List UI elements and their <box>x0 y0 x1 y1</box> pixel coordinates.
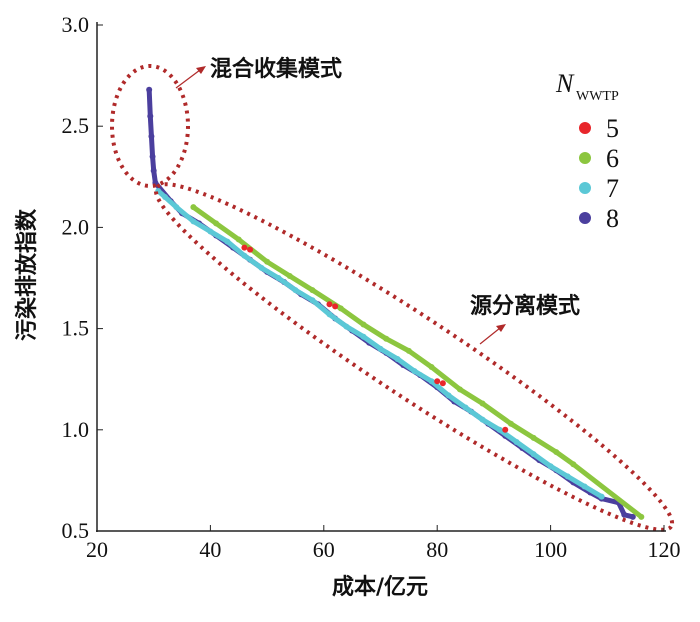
point-series-6 <box>309 287 316 294</box>
point-series-7 <box>326 311 333 318</box>
point-series-7 <box>462 404 469 411</box>
point-series-5 <box>247 246 254 253</box>
point-series-6 <box>383 335 390 342</box>
point-series-6 <box>190 204 197 211</box>
y-tick-label: 1.5 <box>62 316 90 341</box>
point-series-5 <box>434 378 441 385</box>
legend-marker-8 <box>579 212 591 224</box>
y-tick-label: 2.0 <box>62 214 90 239</box>
x-tick-label: 100 <box>534 537 567 562</box>
point-series-6 <box>264 258 271 265</box>
point-series-8 <box>146 86 153 93</box>
point-series-8 <box>147 113 154 120</box>
legend-title: N <box>555 69 575 98</box>
point-series-7 <box>564 473 571 480</box>
point-series-6 <box>638 513 645 520</box>
mixed-collection-ellipse <box>110 64 190 188</box>
point-series-7 <box>258 264 265 271</box>
point-series-7 <box>428 378 435 385</box>
point-series-7 <box>598 493 605 500</box>
point-series-7 <box>224 238 231 245</box>
legend-label-5: 5 <box>606 114 619 143</box>
point-series-7 <box>496 426 503 433</box>
point-series-7 <box>411 368 418 375</box>
point-series-8 <box>148 133 155 140</box>
x-axis-label: 成本/亿元 <box>332 575 428 600</box>
point-series-7 <box>241 252 248 259</box>
point-series-7 <box>360 333 367 340</box>
point-series-7 <box>162 194 169 201</box>
data-points <box>146 86 645 520</box>
point-series-6 <box>235 236 242 243</box>
point-series-7 <box>513 438 520 445</box>
point-series-5 <box>326 301 333 308</box>
point-series-6 <box>213 220 220 227</box>
point-series-5 <box>332 303 339 310</box>
legend-title-sub: WWTP <box>576 89 619 104</box>
arrow-line-1 <box>175 69 201 89</box>
series-7-line <box>155 188 605 500</box>
y-tick-label: 3.0 <box>62 12 90 37</box>
x-tick-label: 40 <box>199 537 221 562</box>
y-tick-label: 2.5 <box>62 113 90 138</box>
point-series-7 <box>309 297 316 304</box>
series-6-line <box>190 204 644 520</box>
annotation-mixed: 混合收集模式 <box>210 56 342 82</box>
point-series-6 <box>553 449 560 456</box>
point-series-8 <box>629 513 636 520</box>
y-axis-label: 污染排放指数 <box>14 208 40 341</box>
point-series-7 <box>173 204 180 211</box>
x-tick-label: 20 <box>86 537 108 562</box>
point-series-7 <box>207 228 214 235</box>
point-series-6 <box>479 400 486 407</box>
point-series-6 <box>507 420 514 427</box>
point-series-6 <box>456 386 463 393</box>
legend-marker-6 <box>579 152 591 164</box>
point-series-5 <box>439 380 446 387</box>
x-tick-label: 60 <box>313 537 335 562</box>
legend-marker-7 <box>579 182 591 194</box>
point-series-6 <box>530 434 537 441</box>
point-series-6 <box>286 272 293 279</box>
point-series-7 <box>343 323 350 330</box>
point-series-7 <box>445 392 452 399</box>
point-series-6 <box>570 461 577 468</box>
arrow-line-2 <box>479 327 501 345</box>
point-series-6 <box>405 347 412 354</box>
annotation-source: 源分离模式 <box>470 293 580 319</box>
legend-marker-5 <box>579 122 591 134</box>
point-series-5 <box>241 244 248 251</box>
point-series-7 <box>530 451 537 458</box>
legend-label-6: 6 <box>606 144 619 173</box>
axis-ticks: 20 40 60 80 100 120 0.5 1.0 1.5 2.0 2.5 3.0 <box>62 12 681 562</box>
point-series-7 <box>581 483 588 490</box>
point-series-7 <box>479 416 486 423</box>
legend-label-7: 7 <box>606 174 619 203</box>
y-tick-label: 1.0 <box>62 417 90 442</box>
point-series-5 <box>502 426 509 433</box>
point-series-7 <box>275 275 282 281</box>
point-series-7 <box>292 287 299 294</box>
point-series-7 <box>190 218 197 225</box>
x-tick-label: 120 <box>648 537 681 562</box>
arrow-head-2 <box>496 324 506 332</box>
point-series-6 <box>337 305 344 312</box>
point-series-7 <box>394 355 401 362</box>
y-tick-label: 0.5 <box>62 518 90 543</box>
point-series-8 <box>149 153 156 160</box>
legend-label-8: 8 <box>606 204 619 233</box>
source-separation-ellipse <box>153 182 675 532</box>
point-series-8 <box>150 167 157 174</box>
point-series-7 <box>377 345 384 352</box>
point-series-8 <box>621 511 628 518</box>
x-tick-label: 80 <box>426 537 448 562</box>
point-series-6 <box>360 321 367 328</box>
point-series-7 <box>547 463 554 470</box>
point-series-6 <box>428 364 435 371</box>
arrow-head-1 <box>196 66 206 74</box>
